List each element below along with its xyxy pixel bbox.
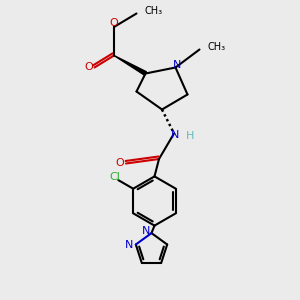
Text: N: N xyxy=(171,130,180,140)
Text: Cl: Cl xyxy=(109,172,120,182)
Text: CH₃: CH₃ xyxy=(208,42,226,52)
Text: O: O xyxy=(116,158,124,168)
Text: O: O xyxy=(85,62,94,73)
Text: H: H xyxy=(185,131,194,141)
Text: O: O xyxy=(110,17,118,28)
Text: N: N xyxy=(142,226,150,236)
Text: N: N xyxy=(173,59,181,70)
Text: CH₃: CH₃ xyxy=(145,6,163,16)
Polygon shape xyxy=(114,56,146,75)
Text: N: N xyxy=(125,240,134,250)
